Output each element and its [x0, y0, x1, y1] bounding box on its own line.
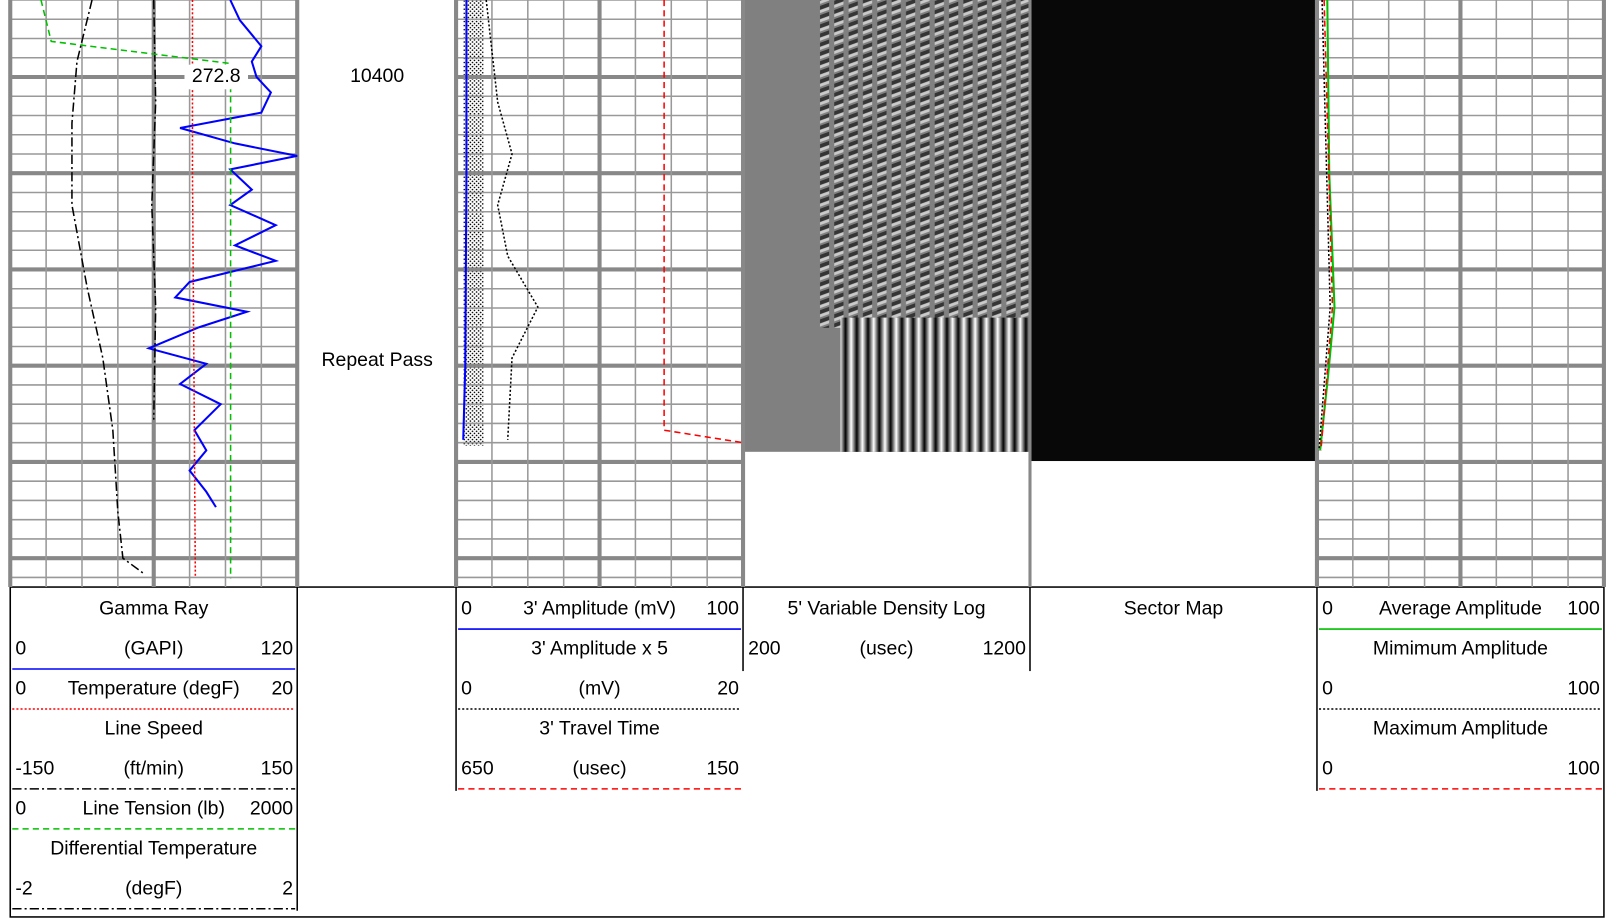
scale-right: 2000	[250, 798, 293, 820]
curve	[663, 0, 744, 444]
readout: 272.8	[192, 65, 241, 87]
scale-left: 0	[15, 638, 26, 660]
curve	[1319, 0, 1336, 451]
curve	[145, 0, 298, 508]
header-title: 3' Amplitude x 5	[531, 638, 668, 660]
scale-right: 20	[717, 678, 739, 700]
curve	[1320, 0, 1334, 451]
scale-right: 150	[261, 758, 294, 780]
curve	[71, 0, 145, 575]
header-label: (usec)	[573, 758, 627, 780]
sector-map	[1029, 0, 1317, 462]
scale-left: 0	[15, 798, 26, 820]
header-label: 3' Amplitude (mV)	[523, 598, 676, 620]
scale-left: 0	[1322, 758, 1333, 780]
header-title: Differential Temperature	[50, 837, 257, 859]
header-label: Line Tension (lb)	[83, 798, 225, 820]
scale-left: 650	[461, 758, 494, 780]
scale-left: 0	[1322, 678, 1333, 700]
header-title: Maximum Amplitude	[1373, 718, 1548, 740]
scale-right: 100	[1567, 758, 1600, 780]
scale-right: 100	[706, 598, 739, 620]
scale-right: 150	[706, 758, 739, 780]
vdl-image	[819, 0, 1030, 328]
scale-left: 0	[461, 598, 472, 620]
header-label: (mV)	[578, 678, 620, 700]
scale-right: 100	[1567, 678, 1600, 700]
header-title: Sector Map	[1124, 598, 1224, 620]
scale-left: 0	[461, 678, 472, 700]
header-label: (usec)	[859, 638, 913, 660]
curve	[485, 0, 539, 440]
tracks	[463, 0, 1317, 462]
stipple	[463, 0, 484, 446]
scale-left: -2	[15, 877, 32, 899]
scale-right: 1200	[983, 638, 1026, 660]
header-label: (ft/min)	[123, 758, 184, 780]
curve	[151, 0, 157, 420]
annotation: Repeat Pass	[321, 349, 433, 371]
scale-right: 100	[1567, 598, 1600, 620]
scale-right: 120	[261, 638, 294, 660]
curve	[462, 0, 468, 440]
scale-left: 0	[1322, 598, 1333, 620]
header-title: Gamma Ray	[99, 598, 208, 620]
scale-left: 200	[748, 638, 781, 660]
header-title: 5' Variable Density Log	[787, 598, 985, 620]
header-title: 3' Travel Time	[539, 718, 660, 740]
header-label: (degF)	[125, 877, 182, 899]
header-frame	[9, 586, 1605, 918]
curve	[1318, 0, 1331, 451]
vdl-image	[840, 317, 1030, 452]
scale-left: 0	[15, 678, 26, 700]
scale-left: -150	[15, 758, 54, 780]
header-label: Temperature (degF)	[68, 678, 240, 700]
header-label: Average Amplitude	[1379, 598, 1542, 620]
scale-right: 20	[271, 678, 293, 700]
scale-right: 2	[282, 877, 293, 899]
header-label: (GAPI)	[124, 638, 183, 660]
header-title: Line Speed	[105, 718, 203, 740]
curve	[40, 0, 232, 579]
depth-label: 10400	[350, 65, 404, 87]
header-title: Mimimum Amplitude	[1373, 638, 1548, 660]
readout-box	[184, 64, 249, 90]
